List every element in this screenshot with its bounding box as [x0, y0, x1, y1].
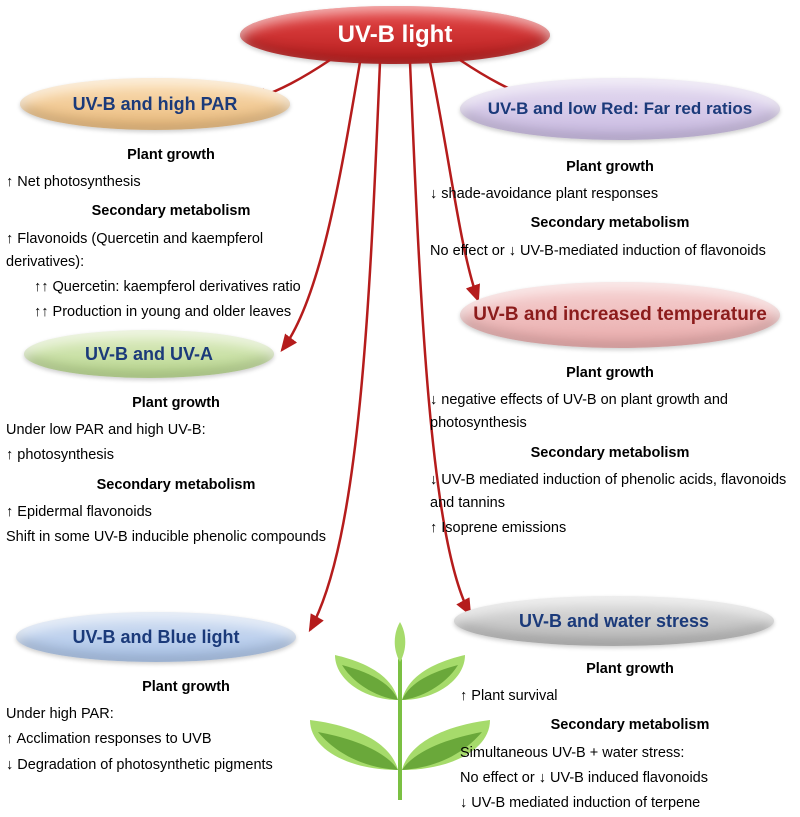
root-node: UV-B light: [240, 6, 550, 64]
subheading: Secondary metabolism: [460, 714, 800, 737]
node-water: UV-B and water stress: [454, 596, 774, 646]
subheading: Plant growth: [430, 362, 790, 385]
body-line: ↑ Epidermal flavonoids: [6, 501, 346, 524]
section-redfarred-text: Plant growth ↓ shade-avoidance plant resp…: [430, 150, 790, 265]
body-line: ↑ Flavonoids (Quercetin and kaempferol d…: [6, 228, 336, 274]
body-line: ↑↑ Quercetin: kaempferol derivatives rat…: [34, 276, 336, 299]
node-par-label: UV-B and high PAR: [73, 94, 238, 115]
section-water-text: Plant growth ↑ Plant survival Secondary me…: [460, 652, 800, 817]
body-line: ↑ Acclimation responses to UVB: [6, 728, 366, 751]
node-uva-label: UV-B and UV-A: [85, 344, 213, 365]
node-temp-label: UV-B and increased temperature: [473, 304, 767, 326]
body-line: Shift in some UV-B inducible phenolic co…: [6, 526, 346, 549]
subheading: Secondary metabolism: [6, 474, 346, 497]
body-line: ↓ negative effects of UV-B on plant grow…: [430, 389, 790, 435]
node-uva: UV-B and UV-A: [24, 330, 274, 378]
body-line: No effect or ↓ UV-B induced flavonoids: [460, 767, 800, 790]
node-redfarred-label: UV-B and low Red: Far red ratios: [488, 99, 753, 119]
subheading: Plant growth: [6, 144, 336, 167]
body-line: Under low PAR and high UV-B:: [6, 419, 346, 442]
body-line: ↓ Degradation of photosynthetic pigments: [6, 754, 366, 777]
body-line: ↑ Isoprene emissions: [430, 517, 790, 540]
body-line: ↓ UV-B mediated induction of phenolic ac…: [430, 469, 790, 515]
body-line: ↑ photosynthesis: [6, 444, 346, 467]
node-blue-label: UV-B and Blue light: [72, 627, 239, 648]
node-temp: UV-B and increased temperature: [460, 282, 780, 348]
subheading: Plant growth: [430, 156, 790, 179]
section-par-text: Plant growth ↑ Net photosynthesis Secondar…: [6, 138, 336, 326]
body-line: ↑ Plant survival: [460, 685, 800, 708]
body-line: Simultaneous UV-B + water stress:: [460, 742, 800, 765]
root-label: UV-B light: [338, 21, 453, 49]
subheading: Secondary metabolism: [6, 200, 336, 223]
subheading: Secondary metabolism: [430, 442, 790, 465]
section-temp-text: Plant growth ↓ negative effects of UV-B o…: [430, 356, 790, 542]
subheading: Plant growth: [460, 658, 800, 681]
node-par: UV-B and high PAR: [20, 78, 290, 130]
body-line: Under high PAR:: [6, 703, 366, 726]
subheading: Plant growth: [6, 392, 346, 415]
body-line: No effect or ↓ UV-B-mediated induction o…: [430, 240, 790, 263]
body-line: ↑ Net photosynthesis: [6, 171, 336, 194]
body-line: ↓ shade-avoidance plant responses: [430, 183, 790, 206]
section-blue-text: Plant growth Under high PAR:↑ Acclimation…: [6, 670, 366, 779]
body-line: ↓ UV-B mediated induction of terpene: [460, 792, 800, 815]
node-redfarred: UV-B and low Red: Far red ratios: [460, 78, 780, 140]
body-line: ↑↑ Production in young and older leaves: [34, 301, 336, 324]
section-uva-text: Plant growth Under low PAR and high UV-B:…: [6, 386, 346, 551]
subheading: Plant growth: [6, 676, 366, 699]
node-blue: UV-B and Blue light: [16, 612, 296, 662]
node-water-label: UV-B and water stress: [519, 611, 709, 632]
subheading: Secondary metabolism: [430, 212, 790, 235]
